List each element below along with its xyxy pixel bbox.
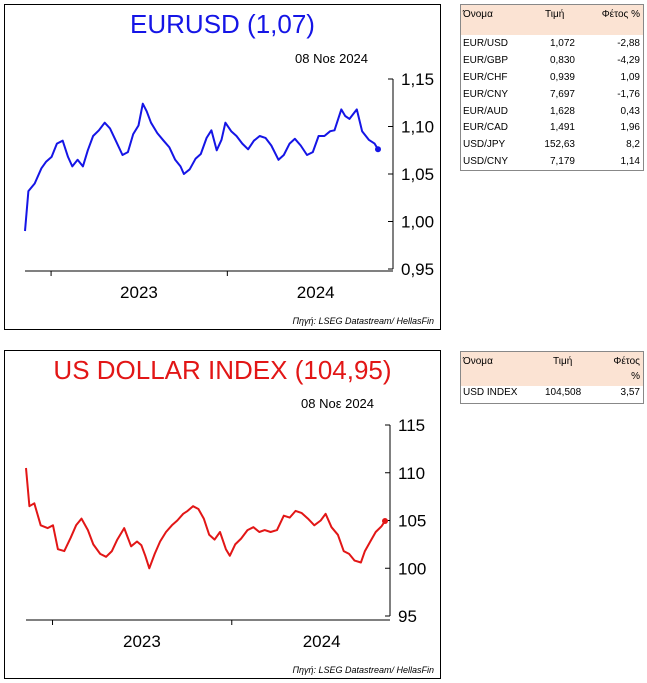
dxy-y-tick-label: 105 [398,512,426,531]
eurusd-x-tick-label: 2024 [297,283,335,302]
fx-header-ytd: Φέτος % [601,9,640,20]
dxy-table: Όνομα Τιμή Φέτος % USD INDEX 104,508 3,5… [460,351,644,404]
fx-table-row: EUR/CHF 0,939 1,09 [461,70,643,87]
eurusd-chart-title: EURUSD (1,07) [130,9,315,39]
fx-cell-price: 1,491 [549,122,575,134]
fx-cell-ytd: -2,88 [617,38,640,49]
eurusd-line-chart: 1,15 1,10 1,05 1,00 0,95 2023 2024 [24,70,434,302]
dxy-table-row: USD INDEX 104,508 3,57 [461,386,643,402]
fx-cell-price: 1,072 [549,38,575,49]
fx-cell-price: 7,697 [549,88,575,100]
fx-cell-price: 1,628 [549,105,575,117]
fx-cell-name: EUR/USD [463,38,509,49]
fx-cell-ytd: 1,14 [620,156,640,168]
fx-table-row: USD/CNY 7,179 1,14 [461,154,643,171]
dxy-header-name: Όνομα [463,356,493,367]
fx-table-row: EUR/GBP 0,830 -4,29 [461,53,643,70]
eurusd-series-line [24,102,379,232]
dxy-x-tick-label: 2023 [123,632,161,651]
fx-cell-ytd: -1,76 [617,88,640,100]
fx-cell-ytd: 0,43 [620,105,640,117]
dxy-y-tick-label: 110 [398,464,425,483]
fx-header-price: Τιμή [545,9,565,20]
dxy-cell-ytd: 3,57 [620,387,640,398]
fx-cell-name: EUR/CAD [463,122,509,134]
dxy-cell-price: 104,508 [545,387,582,398]
eurusd-chart-panel: EURUSD (1,07) 08 Νοε 2024 1,15 1,10 1,05 1,… [4,4,441,330]
dxy-chart-panel: US DOLLAR INDEX (104,95) 08 Νοε 2024 115… [4,350,441,679]
dxy-table-header: Όνομα Τιμή Φέτος % [461,352,643,386]
fx-table-row: EUR/USD 1,072 -2,88 [461,36,643,53]
dxy-y-tick-label: 115 [398,416,425,435]
fx-cell-ytd: 8,2 [626,139,640,151]
fx-table-header: Όνομα Τιμή Φέτος % [461,5,643,35]
fx-cell-ytd: 1,96 [620,122,640,134]
fx-cell-ytd: 1,09 [620,71,640,83]
fx-cell-price: 0,939 [549,71,575,83]
fx-table-row: EUR/CAD 1,491 1,96 [461,120,643,137]
dxy-y-tick-label: 95 [398,607,417,626]
eurusd-y-tick-label: 0,95 [401,260,434,279]
eurusd-source-note: Πηγή: LSEG Datastream/ HellasFin [292,316,434,326]
fx-cell-name: EUR/CHF [463,71,508,83]
eurusd-y-tick-label: 1,00 [401,213,434,232]
dxy-header-percent: % [631,371,640,382]
fx-cell-name: EUR/GBP [463,54,509,66]
fx-cell-price: 0,830 [549,54,575,66]
dxy-line-chart: 115 110 105 100 95 2023 2024 [25,416,426,651]
dxy-y-tick-label: 100 [398,559,426,578]
dxy-header-ytd: Φέτος [613,356,640,367]
fx-table-row: EUR/CNY 7,697 -1,76 [461,87,643,104]
fx-header-name: Όνομα [463,9,493,20]
eurusd-x-tick-label: 2023 [120,283,158,302]
eurusd-last-value-marker [375,146,381,153]
fx-table-body: EUR/USD 1,072 -2,88 EUR/GBP 0,830 -4,29 EUR/CH… [461,35,643,171]
dxy-last-value-marker [382,517,388,524]
fx-cell-name: USD/CNY [463,156,509,168]
fx-cell-price: 152,63 [544,139,575,151]
dxy-chart-title: US DOLLAR INDEX (104,95) [53,355,392,385]
fx-cell-name: EUR/CNY [463,88,509,100]
dxy-x-tick-label: 2024 [303,632,341,651]
dxy-chart-date: 08 Νοε 2024 [301,396,375,411]
dxy-header-price: Τιμή [553,356,573,367]
eurusd-chart-date: 08 Νοε 2024 [295,51,369,66]
eurusd-y-tick-label: 1,15 [401,70,434,89]
dxy-series-line [25,467,386,570]
dxy-cell-name: USD INDEX [463,387,518,398]
eurusd-y-tick-label: 1,05 [401,165,434,184]
fx-cell-price: 7,179 [549,156,575,168]
eurusd-fx-table: Όνομα Τιμή Φέτος % EUR/USD 1,072 -2,88 EUR/… [460,4,644,171]
fx-table-row: EUR/AUD 1,628 0,43 [461,104,643,121]
fx-table-row: USD/JPY 152,63 8,2 [461,137,643,154]
fx-cell-name: USD/JPY [463,139,506,151]
eurusd-y-tick-label: 1,10 [401,118,434,137]
fx-cell-name: EUR/AUD [463,105,509,117]
dxy-source-note: Πηγή: LSEG Datastream/ HellasFin [292,665,434,675]
fx-cell-ytd: -4,29 [617,54,640,66]
